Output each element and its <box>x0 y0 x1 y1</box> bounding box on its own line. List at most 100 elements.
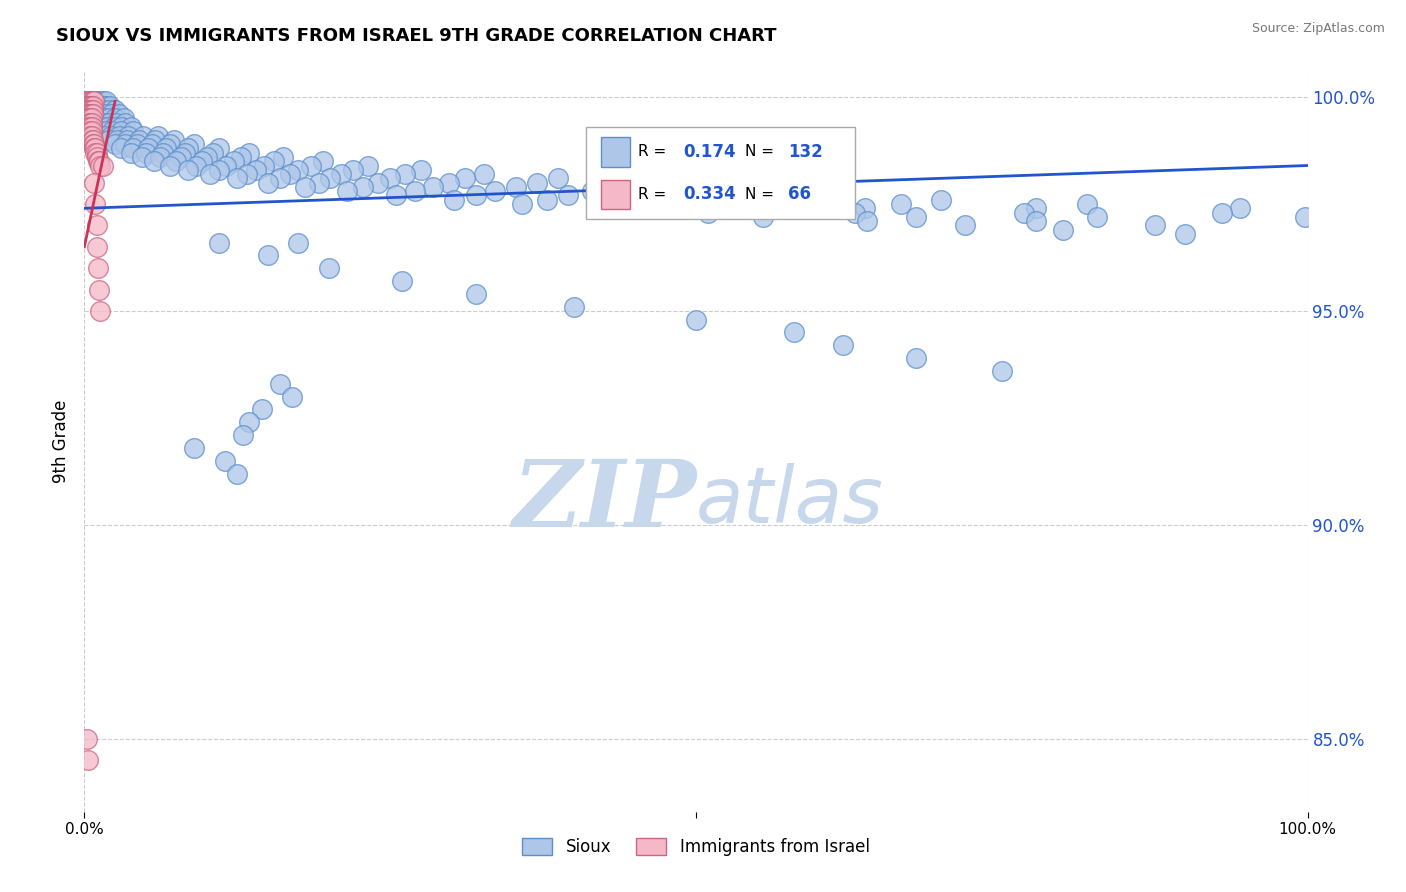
Point <box>330 167 353 181</box>
Point <box>454 171 477 186</box>
Point <box>245 162 267 177</box>
Point <box>299 159 322 173</box>
Point <box>547 171 569 186</box>
Text: ZIP: ZIP <box>512 456 696 546</box>
Point <box>472 167 495 181</box>
Point <box>96 95 118 109</box>
Point <box>257 176 280 190</box>
Point <box>1229 202 1251 216</box>
Point <box>105 116 128 130</box>
Point <box>114 116 136 130</box>
Point <box>1052 223 1074 237</box>
Point <box>98 98 121 112</box>
Point <box>82 95 104 109</box>
Point <box>97 103 120 117</box>
Text: SIOUX VS IMMIGRANTS FROM ISRAEL 9TH GRADE CORRELATION CHART: SIOUX VS IMMIGRANTS FROM ISRAEL 9TH GRAD… <box>56 27 776 45</box>
Point <box>226 467 249 481</box>
Point <box>107 107 129 121</box>
Point <box>222 154 245 169</box>
Point <box>853 202 876 216</box>
Point <box>1143 219 1166 233</box>
Point <box>155 141 177 155</box>
Point <box>83 176 105 190</box>
Point <box>94 107 117 121</box>
Point <box>89 304 111 318</box>
Point <box>131 150 153 164</box>
Point <box>643 193 665 207</box>
Point <box>250 402 273 417</box>
Point <box>700 184 723 198</box>
Point <box>380 171 402 186</box>
Point <box>79 128 101 143</box>
Point <box>409 162 432 177</box>
Point <box>287 235 309 250</box>
Point <box>82 98 104 112</box>
Point <box>1012 205 1035 219</box>
Point <box>125 137 148 152</box>
Point <box>105 133 128 147</box>
Point <box>77 98 100 112</box>
Point <box>318 261 340 276</box>
Point <box>236 167 259 181</box>
Point <box>77 103 100 117</box>
Point <box>177 141 200 155</box>
Point <box>83 107 105 121</box>
Point <box>80 103 103 117</box>
Point <box>79 103 101 117</box>
Point <box>357 159 380 173</box>
Point <box>173 145 195 160</box>
Point <box>104 112 127 126</box>
Point <box>146 128 169 143</box>
Point <box>80 107 103 121</box>
Point <box>97 133 120 147</box>
Point <box>86 219 108 233</box>
Point <box>1025 202 1047 216</box>
Point <box>77 103 100 117</box>
FancyBboxPatch shape <box>586 127 855 219</box>
Point <box>79 120 101 134</box>
Point <box>159 137 181 152</box>
Point <box>91 159 114 173</box>
Point <box>77 116 100 130</box>
Text: R =: R = <box>638 145 666 160</box>
Point <box>856 214 879 228</box>
Point <box>929 193 952 207</box>
Point <box>80 98 103 112</box>
Point <box>159 159 181 173</box>
Point <box>80 95 103 109</box>
Point <box>294 180 316 194</box>
Point <box>208 162 231 177</box>
Point <box>1085 210 1108 224</box>
Point <box>128 133 150 147</box>
Point <box>86 120 108 134</box>
Point <box>80 120 103 134</box>
Point <box>890 197 912 211</box>
Point <box>1294 210 1316 224</box>
Point <box>93 128 115 143</box>
Point <box>510 197 533 211</box>
Point <box>87 283 110 297</box>
Point <box>82 133 104 147</box>
Point <box>89 103 111 117</box>
Point <box>77 107 100 121</box>
Point <box>991 364 1014 378</box>
Point <box>77 98 100 112</box>
Point <box>82 103 104 117</box>
Point <box>107 128 129 143</box>
Point <box>97 112 120 126</box>
Point <box>84 112 107 126</box>
Point <box>783 326 806 340</box>
Point <box>336 184 359 198</box>
Point <box>685 312 707 326</box>
Point <box>84 141 107 155</box>
Point <box>711 202 734 216</box>
Point <box>269 171 291 186</box>
Point <box>80 116 103 130</box>
Point <box>312 154 335 169</box>
Point <box>238 145 260 160</box>
Point <box>79 112 101 126</box>
Point <box>80 112 103 126</box>
Point <box>773 193 796 207</box>
Point <box>214 454 236 468</box>
Y-axis label: 9th Grade: 9th Grade <box>52 400 70 483</box>
